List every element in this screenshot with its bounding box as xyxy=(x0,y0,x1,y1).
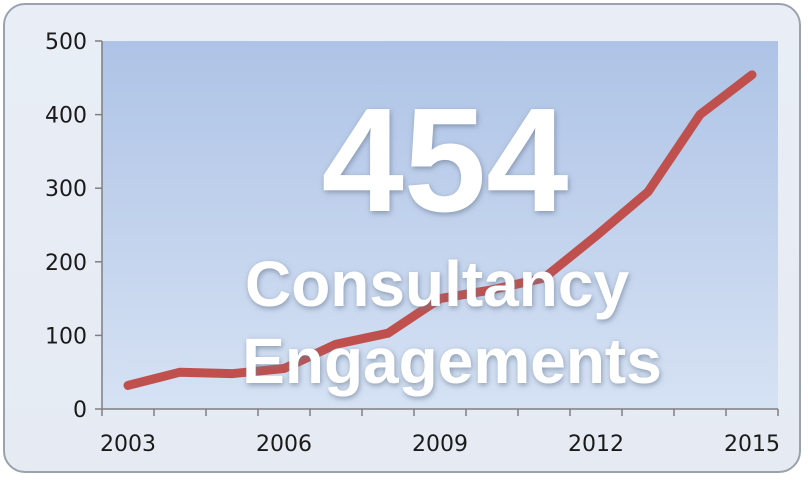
plot-area xyxy=(102,41,778,409)
overlay-text-layer: 454 Consultancy Engagements xyxy=(242,78,662,397)
headline-number: 454 xyxy=(322,78,569,243)
x-tick-label: 2009 xyxy=(412,432,468,457)
y-tick-label: 300 xyxy=(45,177,87,202)
y-axis: 0 100 200 300 400 500 xyxy=(45,30,103,423)
y-tick-label: 200 xyxy=(45,251,87,276)
y-tick-label: 500 xyxy=(45,30,87,55)
x-tick-label: 2003 xyxy=(100,432,156,457)
line-chart: 0 100 200 300 400 500 2003 2006 2009 2012 2015 45… xyxy=(45,30,780,457)
x-tick-label: 2006 xyxy=(256,432,312,457)
y-tick-label: 0 xyxy=(73,398,87,423)
y-tick-label: 100 xyxy=(45,324,87,349)
headline-line1: Consultancy xyxy=(245,248,629,320)
headline-line2: Engagements xyxy=(242,325,662,397)
x-tick-label: 2015 xyxy=(724,432,780,457)
chart-card: 0 100 200 300 400 500 2003 2006 2009 2012 2015 45… xyxy=(3,3,801,473)
x-axis: 2003 2006 2009 2012 2015 xyxy=(100,408,780,457)
x-tick-label: 2012 xyxy=(568,432,624,457)
y-tick-label: 400 xyxy=(45,104,87,129)
series-line xyxy=(123,70,757,390)
series-layer xyxy=(123,70,757,390)
